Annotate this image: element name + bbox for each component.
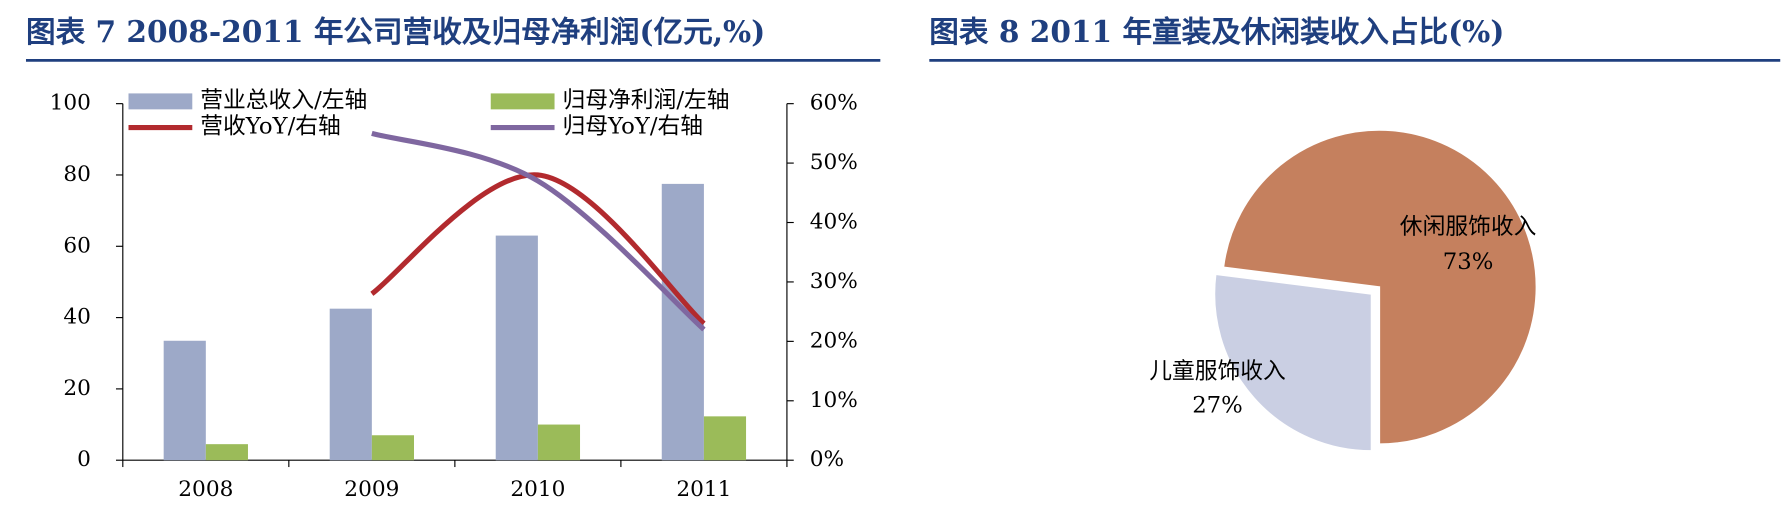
y-tick-label: 80 <box>63 162 91 187</box>
pie-label: 休闲服饰收入 <box>1400 214 1537 240</box>
x-tick-label: 2009 <box>344 477 399 502</box>
pie-value-label: 73% <box>1443 249 1494 275</box>
y2-tick-label: 10% <box>810 388 858 413</box>
bar <box>537 424 581 461</box>
bar <box>371 435 414 461</box>
bar <box>163 340 206 461</box>
bar <box>329 308 372 461</box>
legend-swatch <box>490 93 555 110</box>
chart-title: 图表 8 2011 年童装及休闲装收入占比(%) <box>929 14 1504 49</box>
legend-label: 归母YoY/右轴 <box>563 114 704 140</box>
line-series <box>371 130 706 332</box>
x-tick-label: 2010 <box>510 477 565 502</box>
y2-tick-label: 50% <box>810 150 858 175</box>
y2-tick-label: 30% <box>810 269 858 294</box>
y2-tick-label: 40% <box>810 210 858 235</box>
y-tick-label: 60 <box>63 233 91 258</box>
y2-tick-label: 20% <box>810 328 858 353</box>
x-tick-label: 2008 <box>178 477 233 502</box>
bar <box>495 235 538 461</box>
bar <box>703 416 747 461</box>
y2-tick-label: 0% <box>810 447 844 472</box>
y2-tick-label: 60% <box>810 91 858 116</box>
y-tick-label: 0 <box>77 447 91 472</box>
pie-value-label: 27% <box>1192 393 1243 419</box>
y-tick-label: 40 <box>63 305 91 330</box>
line-series <box>370 172 706 326</box>
pie-label: 儿童服饰收入 <box>1149 358 1286 384</box>
legend-label: 营业总收入/左轴 <box>200 87 367 113</box>
x-tick-label: 2011 <box>676 477 731 502</box>
chart-title: 图表 7 2008-2011 年公司营收及归母净利润(亿元,%) <box>26 14 765 49</box>
legend-label: 营收YoY/右轴 <box>200 114 341 140</box>
pie-slice <box>1222 129 1538 446</box>
bar <box>205 444 248 461</box>
y-tick-label: 100 <box>50 91 91 116</box>
legend-swatch <box>128 93 193 110</box>
pie-slice <box>1213 273 1373 452</box>
y-tick-label: 20 <box>63 376 91 401</box>
legend-label: 归母净利润/左轴 <box>563 87 730 113</box>
